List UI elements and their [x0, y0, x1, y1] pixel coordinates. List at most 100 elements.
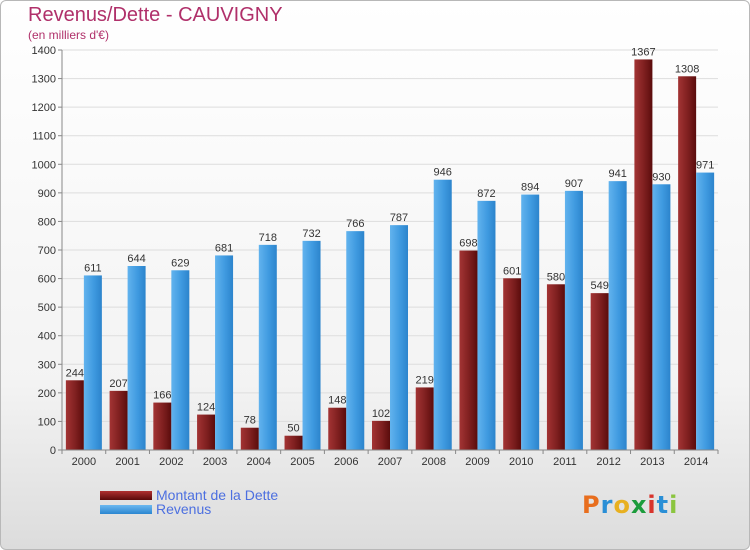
x-tick-label: 2004 — [247, 456, 271, 468]
bar-revenus — [521, 194, 540, 450]
bar-dette — [678, 76, 697, 451]
bar-dette — [459, 250, 478, 450]
bar-dette — [503, 278, 522, 450]
logo-letter: i — [647, 491, 657, 519]
y-tick-label: 0 — [50, 445, 56, 457]
x-tick-label: 2012 — [596, 456, 620, 468]
logo-letter: P — [582, 491, 601, 519]
data-label-revenus: 872 — [477, 188, 495, 200]
bar-revenus — [477, 200, 496, 450]
chart-subtitle: (en milliers d'€) — [28, 28, 109, 42]
legend-label-revenus: Revenus — [156, 501, 212, 517]
bar-revenus — [696, 172, 715, 451]
bar-dette — [284, 435, 303, 450]
bar-revenus — [302, 240, 321, 450]
data-label-revenus: 629 — [171, 257, 189, 269]
data-label-dette: 50 — [287, 423, 299, 435]
y-tick-label: 900 — [38, 188, 56, 200]
x-tick-label: 2008 — [421, 456, 445, 468]
bar-revenus — [171, 270, 190, 450]
data-label-dette: 124 — [197, 402, 215, 414]
data-label-dette: 207 — [109, 378, 127, 390]
data-label-dette: 580 — [547, 271, 565, 283]
logo-letter: r — [600, 491, 614, 519]
bar-revenus — [608, 181, 627, 450]
x-tick-label: 2009 — [465, 456, 489, 468]
x-tick-label: 2006 — [334, 456, 358, 468]
data-label-dette: 148 — [328, 395, 346, 407]
y-tick-label: 1400 — [32, 45, 56, 57]
y-tick-label: 100 — [38, 416, 56, 428]
y-tick-label: 1100 — [32, 131, 56, 143]
logo-letter: x — [630, 491, 648, 519]
y-tick-label: 800 — [38, 216, 56, 228]
data-label-dette: 166 — [153, 390, 171, 402]
data-label-dette: 601 — [503, 265, 521, 277]
chart-title: Revenus/Dette - CAUVIGNY — [28, 4, 283, 26]
data-label-dette: 1367 — [631, 46, 655, 58]
logo-letter: o — [613, 491, 631, 519]
y-tick-label: 1200 — [32, 102, 56, 114]
y-tick-label: 600 — [38, 274, 56, 286]
data-label-revenus: 611 — [84, 262, 102, 274]
legend-swatch-revenus — [100, 504, 152, 514]
bar-dette — [634, 59, 653, 451]
bar-dette — [590, 293, 609, 450]
x-tick-label: 2001 — [115, 456, 139, 468]
legend-item-revenus: Revenus — [100, 501, 212, 517]
bar-dette — [240, 427, 259, 450]
x-tick-label: 2013 — [640, 456, 664, 468]
bar-revenus — [83, 275, 102, 450]
bar-dette — [197, 414, 216, 450]
logo-letter: t — [656, 491, 670, 519]
bar-dette — [109, 390, 128, 450]
bar-revenus — [127, 266, 146, 450]
y-tick-label: 700 — [38, 245, 56, 257]
bar-revenus — [258, 244, 277, 450]
bar-revenus — [433, 179, 452, 450]
bars — [65, 59, 715, 451]
data-label-revenus: 941 — [608, 168, 626, 180]
bar-dette — [65, 380, 84, 450]
y-tick-label: 1000 — [32, 159, 56, 171]
data-label-dette: 1308 — [675, 63, 699, 75]
y-tick-label: 500 — [38, 302, 56, 314]
legend-swatch-dette — [100, 490, 152, 500]
data-label-revenus: 894 — [521, 182, 539, 194]
data-label-revenus: 946 — [434, 167, 452, 179]
data-label-revenus: 971 — [696, 160, 714, 172]
data-label-dette: 698 — [459, 238, 477, 250]
data-label-dette: 102 — [372, 408, 390, 420]
x-tick-label: 2005 — [290, 456, 314, 468]
bar-revenus — [346, 231, 365, 450]
bar-dette — [546, 284, 565, 450]
x-tick-label: 2010 — [509, 456, 533, 468]
data-labels: 244 611 207 644 166 629 124 681 78 718 50 732 148 766… — [66, 46, 715, 434]
legend-item-dette: Montant de la Dette — [100, 487, 279, 503]
x-tick-label: 2002 — [159, 456, 183, 468]
y-tick-label: 400 — [38, 331, 56, 343]
logo-letter: i — [669, 491, 679, 519]
x-tick-label: 2007 — [378, 456, 402, 468]
bar-revenus — [652, 184, 671, 451]
data-label-revenus: 644 — [127, 253, 145, 265]
axes: 0 100 200 300 400 500 600 700 800 900 1000 1100 1200… — [32, 45, 719, 468]
bar-dette — [328, 407, 347, 450]
data-label-revenus: 732 — [302, 228, 320, 240]
x-tick-label: 2011 — [553, 456, 577, 468]
bar-dette — [153, 402, 172, 450]
data-label-revenus: 766 — [346, 218, 364, 230]
x-tick-label: 2003 — [203, 456, 227, 468]
proxiti-logo: Proxiti — [582, 491, 678, 519]
data-label-dette: 244 — [66, 367, 84, 379]
x-tick-label: 2000 — [72, 456, 96, 468]
data-label-revenus: 681 — [215, 242, 233, 254]
legend-label-dette: Montant de la Dette — [156, 487, 279, 503]
y-tick-label: 300 — [38, 359, 56, 371]
data-label-revenus: 930 — [652, 171, 670, 183]
data-label-revenus: 907 — [565, 178, 583, 190]
data-label-dette: 219 — [416, 374, 434, 386]
data-label-revenus: 718 — [259, 232, 277, 244]
data-label-dette: 549 — [590, 280, 608, 292]
